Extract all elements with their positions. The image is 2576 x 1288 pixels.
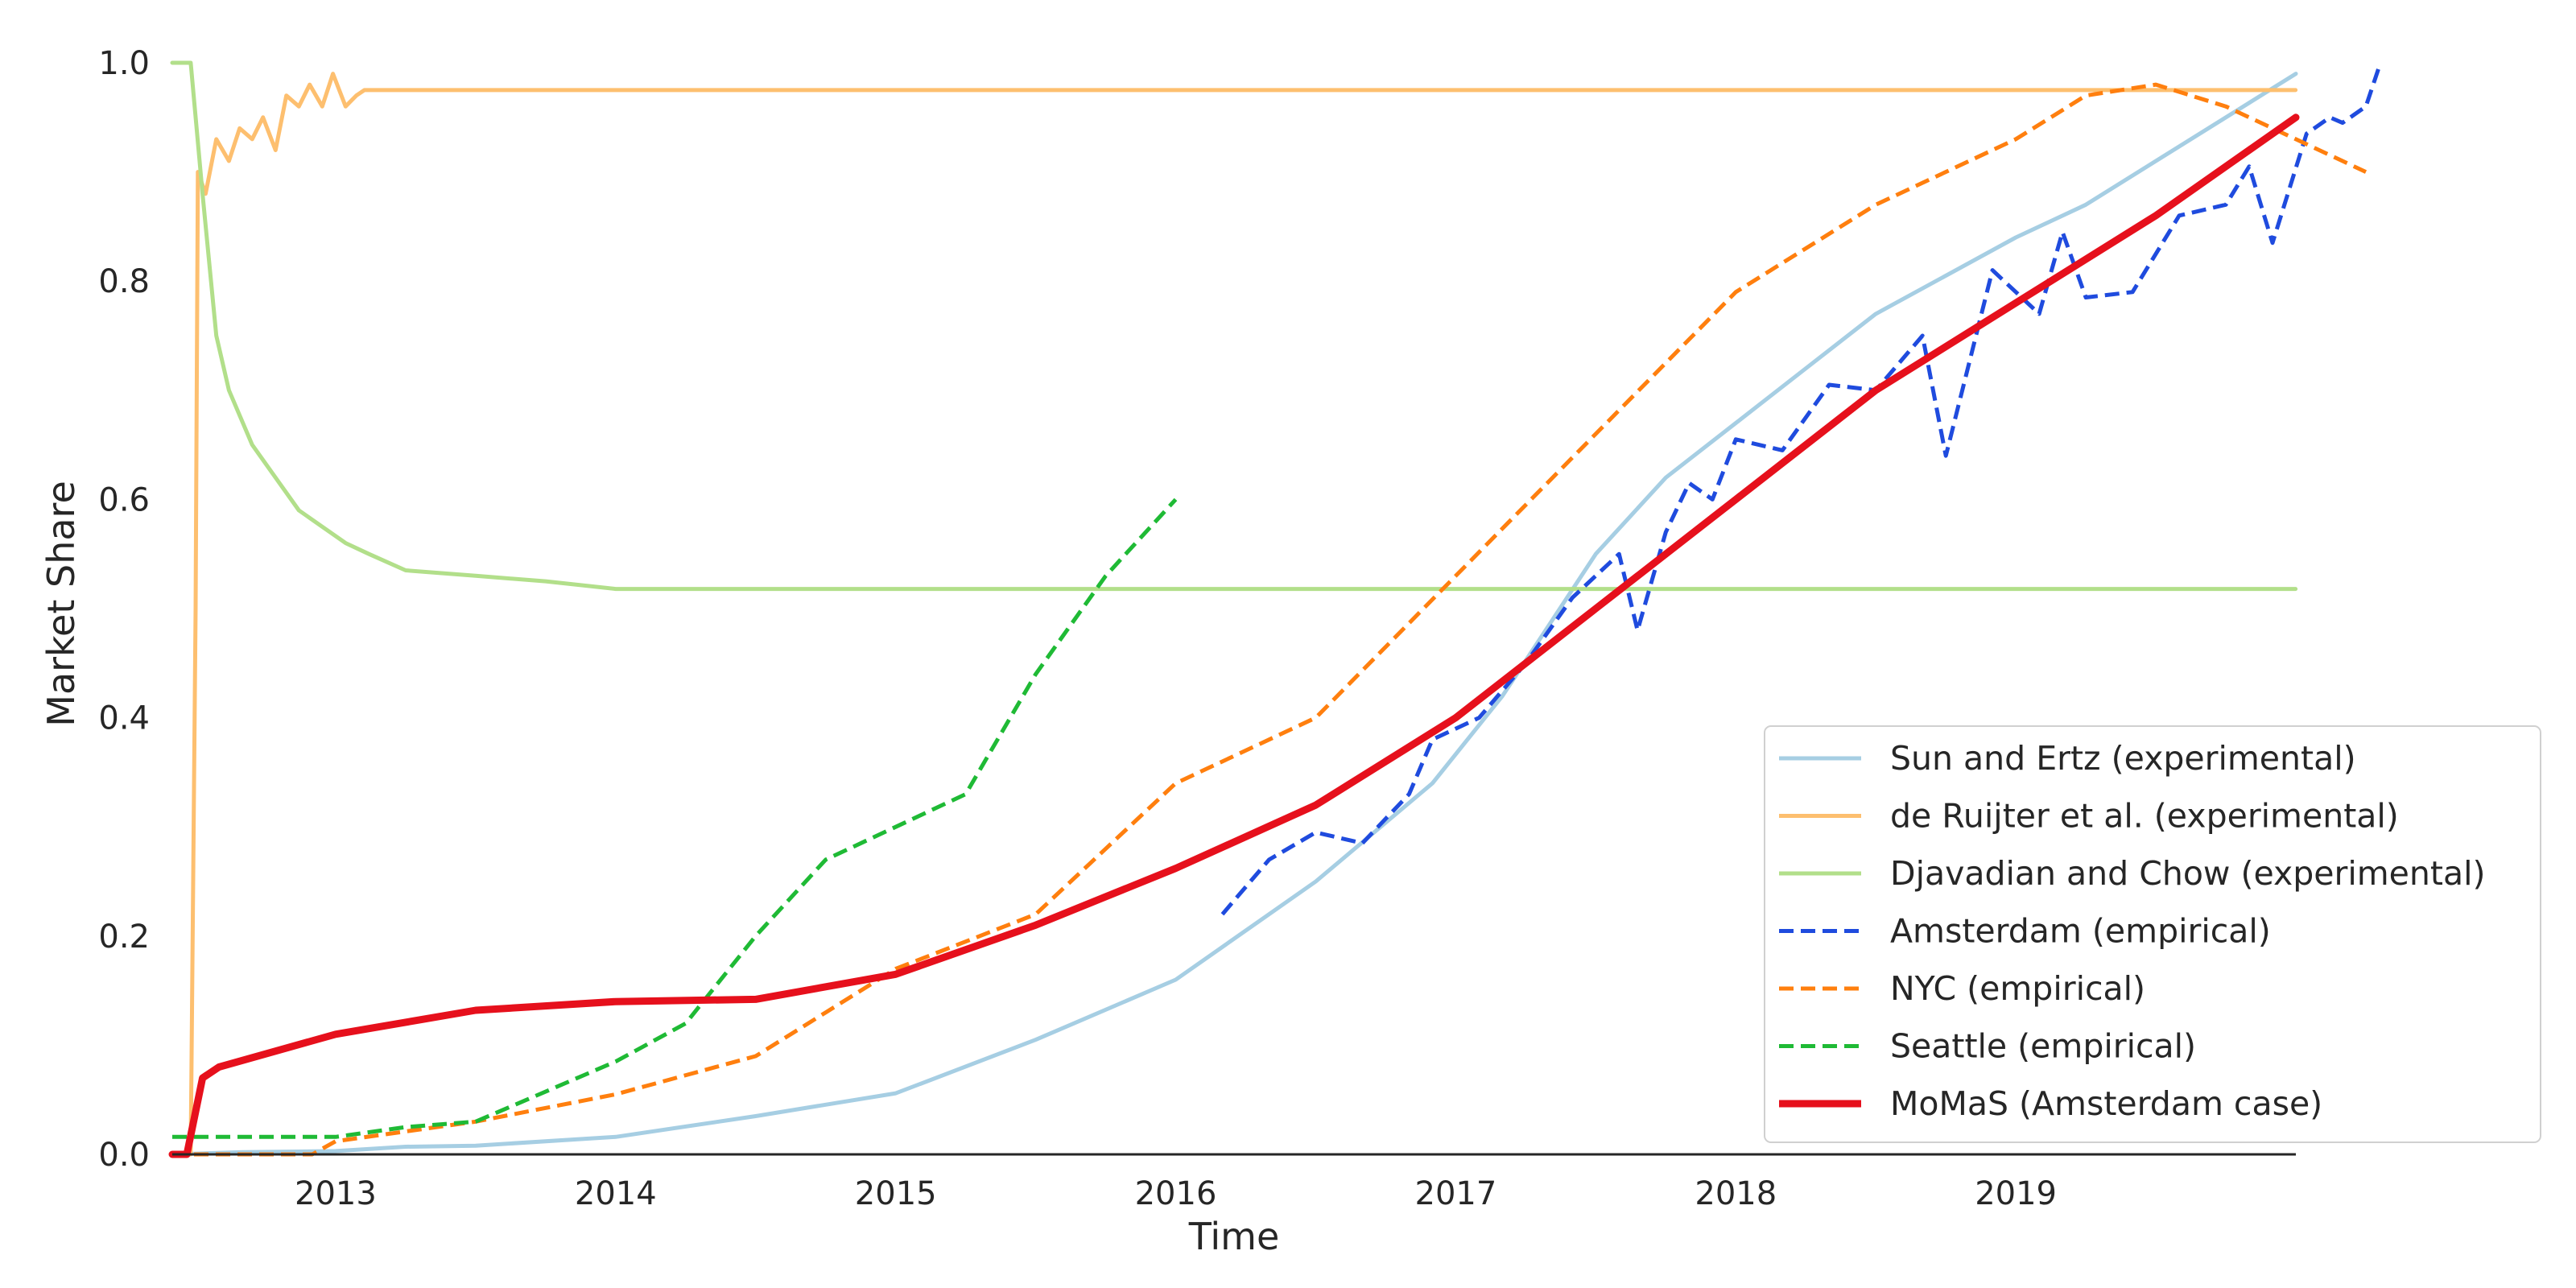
x-tick-labels: 2013 2014 2015 2016 2017 2018 2019 xyxy=(295,1175,2057,1212)
y-tick-labels: 0.0 0.2 0.4 0.6 0.8 1.0 xyxy=(98,45,150,1174)
legend: Sun and Ertz (experimental) de Ruijter et… xyxy=(1764,725,2541,1143)
series-line-nyc-empirical xyxy=(172,82,2368,1157)
legend-label-amsterdam-empirical: Amsterdam (empirical) xyxy=(1890,912,2271,951)
y-tick-label: 0.2 xyxy=(98,919,150,956)
series-line-momas-amsterdam-case xyxy=(168,114,2300,1158)
y-tick-label: 0.8 xyxy=(98,263,150,300)
y-axis-title: Market Share xyxy=(39,481,83,727)
series-line-seattle-empirical xyxy=(172,497,1178,1139)
y-tick-label: 0.4 xyxy=(98,700,150,737)
y-tick-label: 1.0 xyxy=(98,45,150,82)
legend-label-de-ruijter-et-al-experimental: de Ruijter et al. (experimental) xyxy=(1890,797,2399,836)
x-tick-label: 2013 xyxy=(295,1175,377,1212)
legend-frame xyxy=(1764,725,2541,1143)
series-line-amsterdam-empirical xyxy=(1220,62,2383,916)
series-line-djavadian-and-chow-experimental xyxy=(170,60,2298,592)
series-line-sun-and-ertz-experimental xyxy=(170,72,2298,1157)
series-layer xyxy=(168,60,2383,1158)
x-tick-label: 2019 xyxy=(1975,1175,2057,1212)
legend-label-nyc-empirical: NYC (empirical) xyxy=(1890,969,2145,1008)
y-tick-label: 0.0 xyxy=(98,1137,150,1174)
x-tick-label: 2014 xyxy=(575,1175,657,1212)
legend-label-sun-and-ertz-experimental: Sun and Ertz (experimental) xyxy=(1890,739,2356,778)
x-tick-label: 2018 xyxy=(1695,1175,1777,1212)
x-axis-title: Time xyxy=(1188,1215,1280,1258)
x-tick-label: 2017 xyxy=(1415,1175,1497,1212)
x-tick-label: 2016 xyxy=(1135,1175,1217,1212)
x-tick-label: 2015 xyxy=(855,1175,937,1212)
legend-label-seattle-empirical: Seattle (empirical) xyxy=(1890,1027,2196,1066)
legend-label-djavadian-and-chow-experimental: Djavadian and Chow (experimental) xyxy=(1890,854,2485,893)
y-tick-label: 0.6 xyxy=(98,481,150,518)
legend-label-momas-amsterdam-case: MoMaS (Amsterdam case) xyxy=(1890,1084,2322,1123)
